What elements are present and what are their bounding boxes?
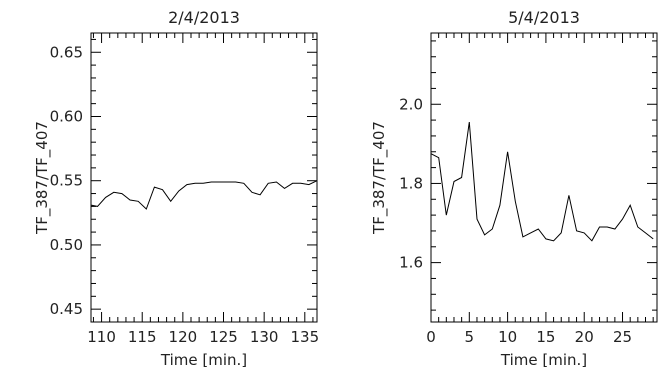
y-tick-label: 2.0 [399,95,423,113]
chart-panel-2-4-2013: 2/4/2013 110 115 120 125 130 135 0.45 0.50 0.55 0.… [33,8,319,369]
x-tick-label: 110 [87,328,116,346]
x-tick-label: 20 [575,328,594,346]
y-tick-label: 0.55 [50,172,83,190]
x-tick-label: 125 [209,328,238,346]
chart-panel-5-4-2013: 5/4/2013 0 5 10 15 20 25 1.6 1.8 2.0 Time [min.] TF… [370,8,658,369]
y-tick-label: 0.60 [50,107,83,125]
y-axis-title: TF_387/TF_407 [33,121,52,235]
y-tick-label: 1.6 [399,254,423,272]
x-axis-title: Time [min.] [500,351,587,369]
x-tick-label: 25 [613,328,632,346]
x-tick-label: 135 [290,328,319,346]
x-tick-label: 5 [465,328,475,346]
y-tick-label: 1.8 [399,174,423,192]
x-axis-title: Time [min.] [160,351,247,369]
x-tick-label: 15 [536,328,555,346]
series-line [90,180,318,210]
y-axis-title: TF_387/TF_407 [370,121,389,235]
y-tick-label: 0.65 [50,43,83,61]
x-tick-label: 10 [498,328,517,346]
panel-title: 5/4/2013 [508,8,580,27]
y-tick-label: 0.45 [50,300,83,318]
x-tick-label: 120 [169,328,198,346]
plot-frame [90,32,318,323]
panel-title: 2/4/2013 [168,8,240,27]
y-tick-label: 0.50 [50,236,83,254]
x-tick-label: 0 [426,328,436,346]
series-line [430,122,654,242]
x-tick-label: 115 [128,328,157,346]
x-tick-label: 130 [250,328,279,346]
plot-frame [430,32,658,323]
